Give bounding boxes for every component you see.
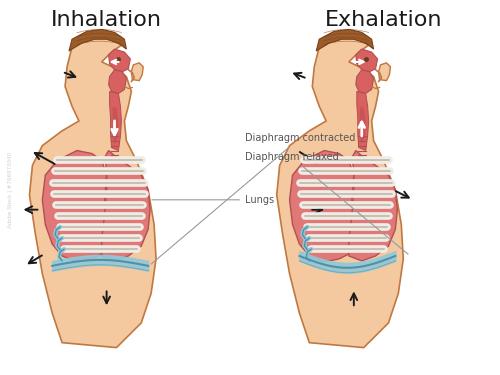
Polygon shape	[110, 92, 122, 150]
Polygon shape	[316, 29, 374, 51]
Text: Exhalation: Exhalation	[325, 10, 442, 30]
Polygon shape	[108, 70, 126, 93]
Polygon shape	[356, 49, 378, 72]
Polygon shape	[132, 63, 143, 81]
Text: Adobe Stock | #766973040: Adobe Stock | #766973040	[8, 152, 14, 228]
Polygon shape	[356, 70, 374, 93]
Polygon shape	[276, 35, 404, 348]
Polygon shape	[42, 150, 108, 262]
Polygon shape	[349, 150, 398, 261]
Polygon shape	[360, 106, 366, 144]
Text: Diaphragm relaxed: Diaphragm relaxed	[245, 153, 408, 254]
Polygon shape	[69, 29, 126, 51]
Polygon shape	[290, 150, 356, 262]
Polygon shape	[108, 49, 130, 72]
Polygon shape	[357, 92, 368, 150]
Polygon shape	[30, 35, 156, 348]
Polygon shape	[112, 106, 118, 144]
Text: Inhalation: Inhalation	[51, 10, 162, 30]
Polygon shape	[378, 63, 390, 81]
Polygon shape	[102, 150, 150, 261]
Text: Diaphragm contracted: Diaphragm contracted	[152, 133, 356, 264]
Text: Lungs: Lungs	[152, 195, 274, 205]
